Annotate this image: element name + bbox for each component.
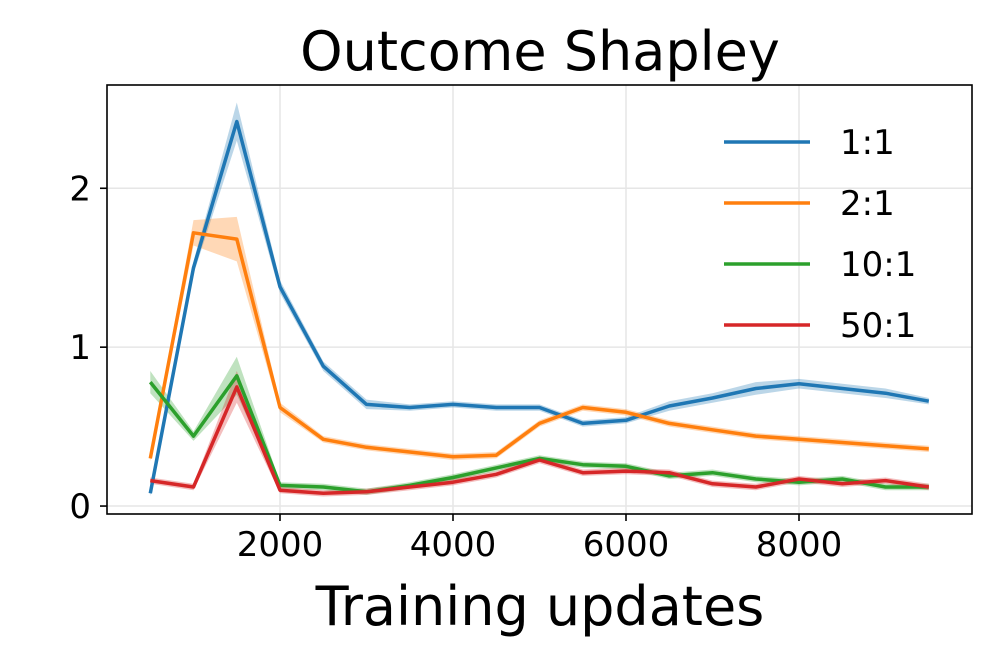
chart-title: Outcome Shapley <box>300 20 780 83</box>
legend-label: 50:1 <box>840 306 916 346</box>
bands <box>150 102 929 497</box>
y-ticks: 0 1 2 <box>69 169 107 527</box>
grid <box>107 85 972 514</box>
x-tick-label: 2000 <box>237 525 324 565</box>
legend-label: 1:1 <box>840 123 895 163</box>
x-axis-label: Training updates <box>315 575 765 638</box>
legend: 1:1 2:1 10:1 50:1 <box>724 123 916 346</box>
plot-frame <box>106 84 973 515</box>
y-tick-label: 0 <box>69 487 91 527</box>
y-tick-label: 2 <box>69 169 91 209</box>
x-tick-label: 4000 <box>410 525 497 565</box>
series-line-10-1 <box>148 374 929 494</box>
x-tick-label: 8000 <box>756 525 843 565</box>
series-band-1-1 <box>150 102 929 497</box>
y-tick-label: 1 <box>69 328 91 368</box>
x-ticks: 2000 4000 6000 8000 <box>237 514 843 565</box>
series-lines <box>148 119 930 496</box>
series-line-1-1 <box>148 119 930 494</box>
x-tick-label: 6000 <box>583 525 670 565</box>
legend-label: 10:1 <box>840 245 916 285</box>
series-band-2-1 <box>150 216 929 462</box>
series-line-2-1 <box>148 231 929 459</box>
series-line-50-1 <box>150 385 930 496</box>
legend-label: 2:1 <box>840 184 895 224</box>
